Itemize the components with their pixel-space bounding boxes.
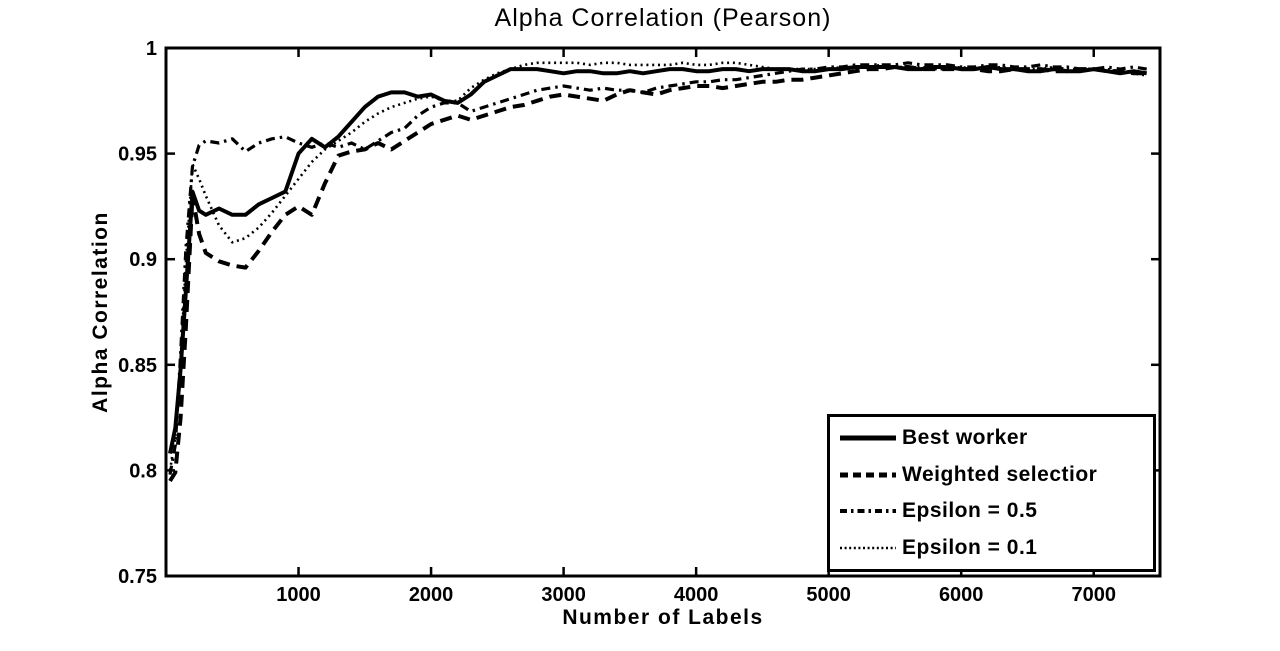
y-tick-label: 1 — [146, 38, 157, 60]
legend-item: Best worker — [840, 426, 1149, 450]
y-tick-label: 0.8 — [129, 460, 157, 482]
legend-item-label: Epsilon = 0.5 — [902, 499, 1038, 523]
legend-box: Best worker Weighted selectior Epsilon = 0… — [827, 414, 1156, 572]
legend-item: Epsilon = 0.5 — [840, 499, 1149, 523]
series-line-3 — [168, 61, 1147, 471]
chart-title: Alpha Correlation (Pearson) — [494, 4, 832, 32]
axes-frame — [164, 46, 1162, 578]
legend-item-label: Weighted selectior — [902, 462, 1098, 486]
series-line-0 — [168, 65, 1148, 454]
y-tick-label: 0.85 — [118, 355, 157, 377]
y-tick-label: 0.95 — [118, 144, 157, 166]
legend-line-sample-dashed — [840, 472, 896, 478]
x-axis-label: Number of Labels — [562, 606, 764, 629]
y-tick-label: 0.9 — [129, 249, 157, 271]
y-axis-label: Alpha Correlation — [89, 211, 112, 413]
x-tick-label: 3000 — [541, 584, 586, 606]
legend-item-label: Best worker — [902, 426, 1028, 450]
x-tick-label: 7000 — [1071, 584, 1116, 606]
legend-line-sample-solid — [840, 435, 896, 441]
x-tick-label: 6000 — [939, 584, 984, 606]
x-tick-label: 5000 — [806, 584, 851, 606]
y-tick-label: 0.75 — [118, 566, 157, 588]
legend-item-label: Epsilon = 0.1 — [902, 535, 1038, 559]
legend-line-sample-dotted — [840, 546, 896, 550]
series-line-2 — [168, 61, 1147, 475]
legend-item: Weighted selectior — [840, 463, 1149, 487]
x-tick-label: 2000 — [409, 584, 454, 606]
legend-line-sample-dash-dot — [840, 509, 896, 514]
legend-item: Epsilon = 0.1 — [840, 536, 1149, 560]
x-tick-label: 4000 — [674, 584, 719, 606]
x-tick-label: 1000 — [276, 584, 321, 606]
